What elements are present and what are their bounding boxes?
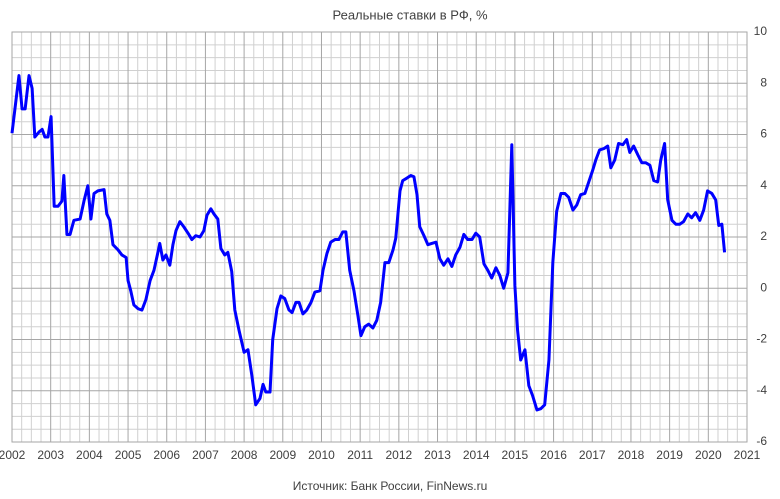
x-tick-label: 2013: [424, 448, 451, 462]
source-note: Источник: Банк России, FinNews.ru: [293, 479, 488, 493]
y-tick-label: 10: [754, 24, 768, 38]
plot-border: [11, 31, 748, 443]
x-tick-label: 2003: [37, 448, 64, 462]
x-tick-label: 2017: [579, 448, 606, 462]
y-tick-label: 2: [760, 229, 767, 243]
x-tick-label: 2014: [463, 448, 490, 462]
y-tick-label: 8: [760, 75, 767, 89]
x-tick-label: 2019: [656, 448, 683, 462]
x-tick-label: 2011: [347, 448, 373, 462]
x-tick-label: 2007: [192, 448, 219, 462]
x-tick-label: 2016: [540, 448, 567, 462]
x-tick-label: 2021: [734, 448, 761, 462]
x-tick-label: 2004: [76, 448, 103, 462]
x-tick-label: 2018: [618, 448, 645, 462]
y-tick-label: -4: [756, 383, 767, 397]
chart-title: Реальные ставки в РФ, %: [333, 7, 488, 22]
y-tick-label: 0: [760, 280, 767, 294]
y-tick-label: 4: [760, 178, 767, 192]
y-tick-label: -2: [756, 332, 767, 346]
x-tick-label: 2009: [269, 448, 296, 462]
x-tick-label: 2002: [0, 448, 26, 462]
x-tick-label: 2010: [308, 448, 335, 462]
x-tick-label: 2005: [115, 448, 142, 462]
x-tick-label: 2006: [153, 448, 180, 462]
y-tick-label: -6: [756, 434, 767, 448]
x-tick-label: 2015: [502, 448, 529, 462]
x-tick-label: 2008: [231, 448, 258, 462]
x-tick-label: 2012: [385, 448, 412, 462]
x-tick-label: 2020: [695, 448, 722, 462]
data-line: [10, 74, 727, 412]
y-tick-label: 6: [760, 127, 767, 141]
